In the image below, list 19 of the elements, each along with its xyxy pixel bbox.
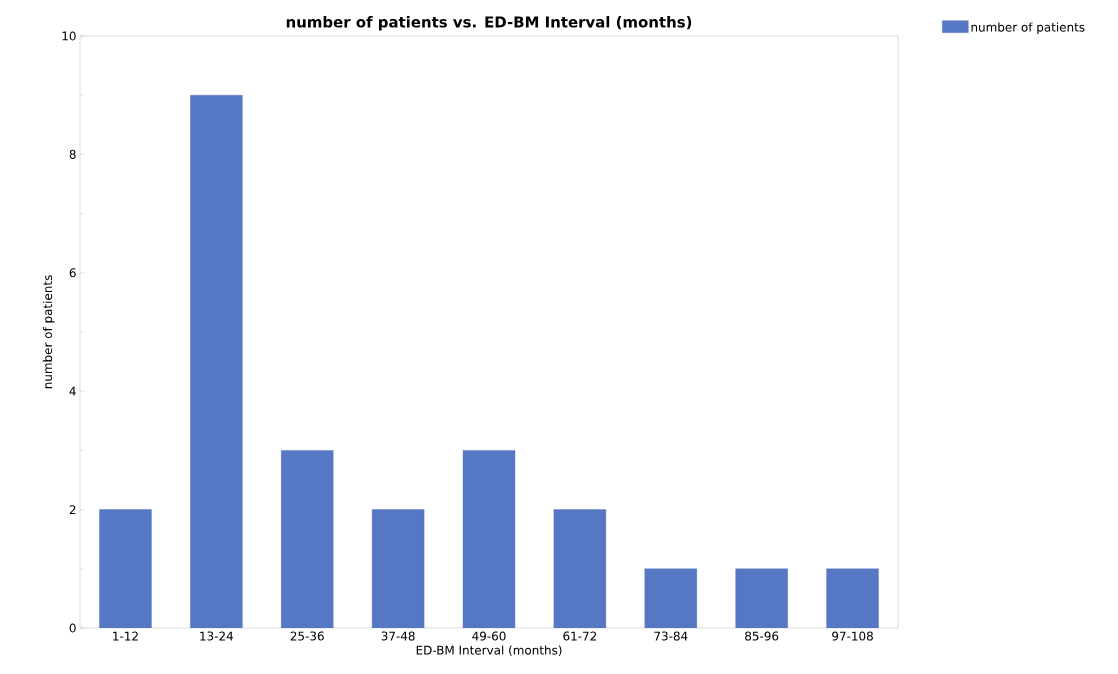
x-tick-label: 49-60: [472, 631, 506, 641]
x-tick-label: 85-96: [745, 631, 779, 641]
x-tick-label: 97-108: [832, 631, 873, 641]
y-axis-title: number of patients: [42, 275, 55, 389]
chart-title: number of patients vs. ED-BM Interval (months): [286, 16, 692, 31]
y-tick-label: 0: [69, 623, 76, 633]
x-tick-label: 1-12: [113, 631, 138, 641]
x-tick-label: 73-84: [654, 631, 688, 641]
x-tick-label: 13-24: [200, 631, 234, 641]
x-tick-label: 25-36: [290, 631, 324, 641]
x-tick-label: 37-48: [381, 631, 415, 641]
y-tick-label: 4: [69, 386, 76, 396]
y-tick-label: 10: [62, 31, 76, 41]
legend-label: number of patients: [971, 22, 1085, 34]
x-tick-label: 61-72: [563, 631, 597, 641]
x-axis-title: ED-BM Interval (months): [416, 645, 562, 657]
y-tick-label: 2: [69, 505, 76, 515]
y-tick-label: 6: [69, 268, 76, 278]
y-tick-label: 8: [69, 149, 76, 159]
